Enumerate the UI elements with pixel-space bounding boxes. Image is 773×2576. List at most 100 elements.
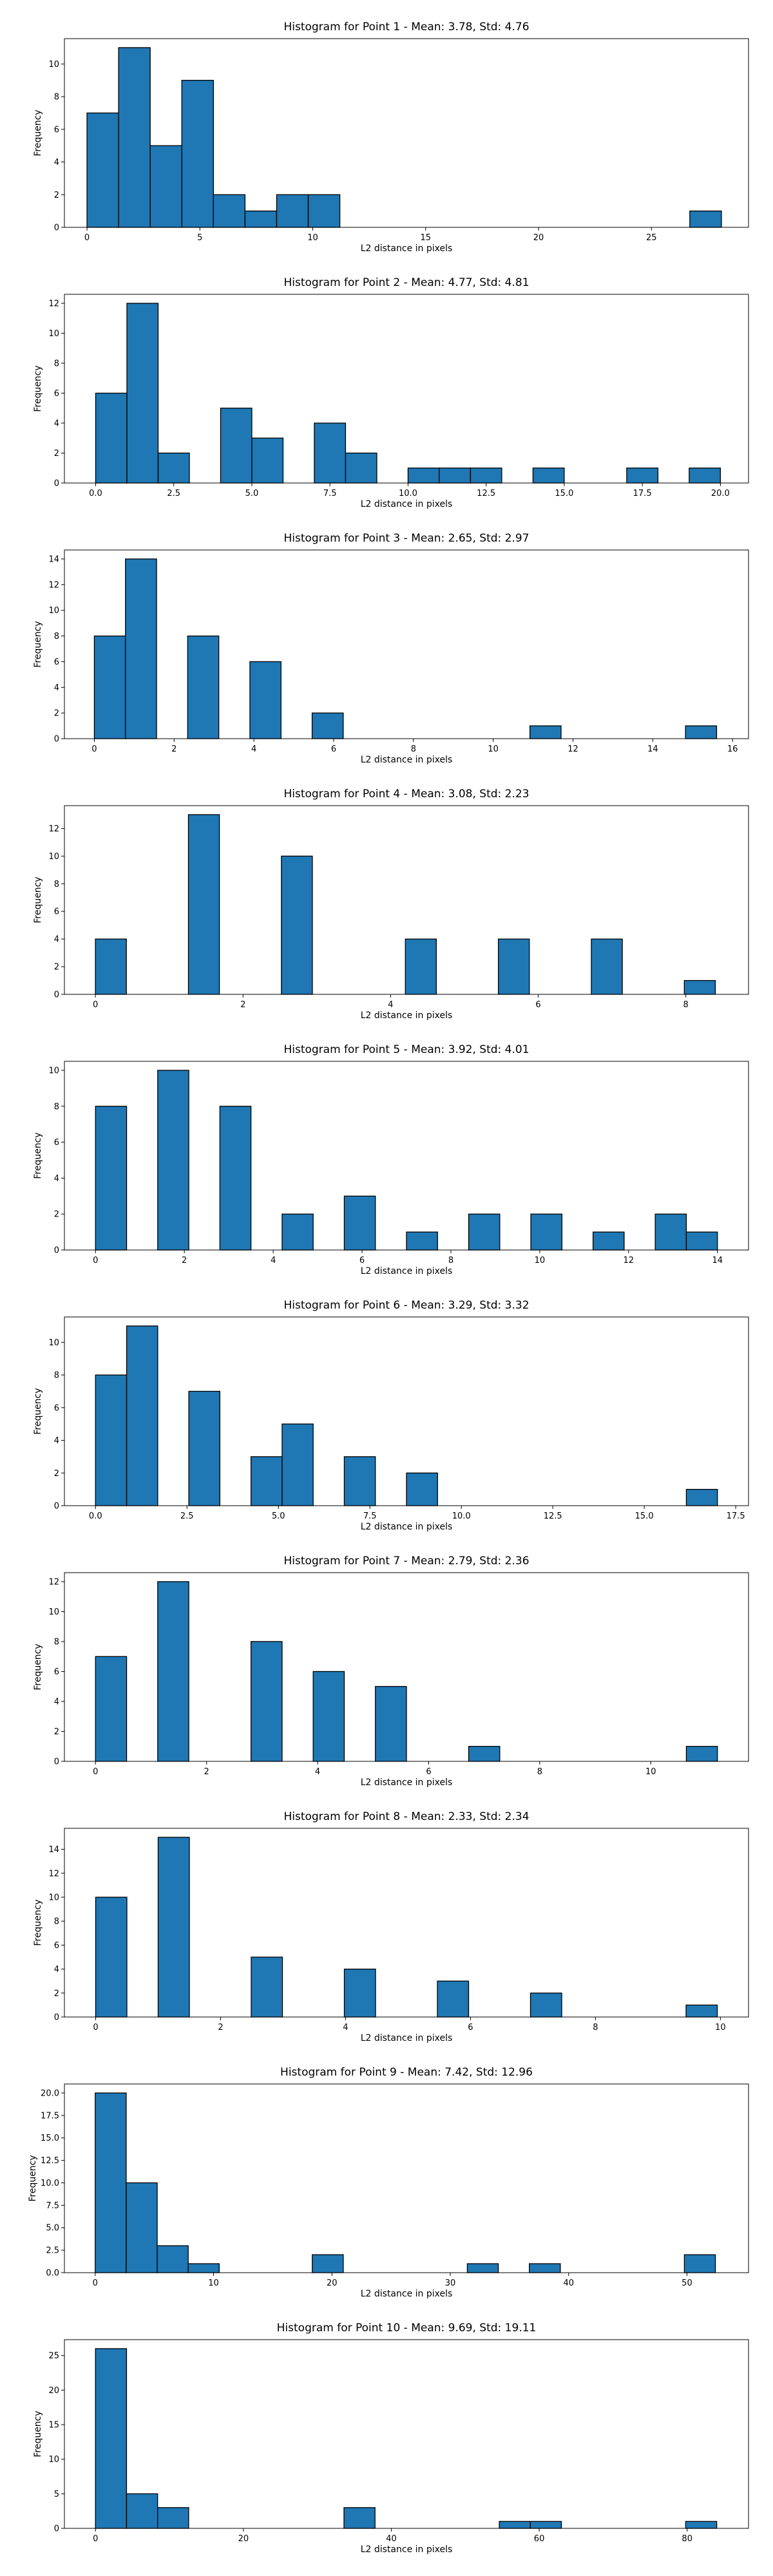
- x-tick-label: 10: [715, 2023, 726, 2032]
- histogram-bar: [157, 2507, 189, 2529]
- x-tick-label: 12.5: [477, 489, 495, 498]
- y-tick-label: 4: [54, 419, 59, 428]
- x-axis-label: L2 distance in pixels: [361, 499, 453, 509]
- histogram-bar: [251, 1956, 283, 2018]
- x-tick-label: 7.5: [323, 489, 337, 498]
- x-tick-label: 8: [411, 744, 416, 754]
- x-axis-label: L2 distance in pixels: [361, 1522, 453, 1532]
- axes-frame: [64, 2339, 749, 2529]
- histogram-bar: [407, 468, 440, 484]
- histogram-bar: [405, 938, 437, 995]
- x-tick-label: 20: [533, 233, 544, 243]
- chart-title: Histogram for Point 2 - Mean: 4.77, Std:…: [283, 276, 529, 289]
- histogram-bar: [626, 468, 659, 484]
- x-tick-label: 10: [535, 1256, 546, 1265]
- histogram-bar: [187, 814, 220, 995]
- y-tick-label: 10: [48, 852, 59, 862]
- histogram-bar: [188, 1390, 221, 1506]
- x-axis-label: L2 distance in pixels: [361, 755, 453, 765]
- histogram-bar: [530, 1993, 562, 2018]
- chart-title: Histogram for Point 10 - Mean: 9.69, Std…: [277, 2322, 537, 2334]
- y-tick-label: 4: [54, 935, 59, 945]
- histogram-bar: [497, 938, 530, 995]
- x-tick-label: 0: [91, 744, 97, 754]
- x-tick-label: 0.0: [89, 489, 102, 498]
- histogram-bar: [530, 1213, 563, 1251]
- histogram-bar: [276, 194, 309, 228]
- histogram-bar: [592, 1231, 625, 1251]
- y-tick-label: 8: [54, 1917, 59, 1927]
- histogram-bar: [312, 1671, 345, 1762]
- histogram-bar: [95, 1106, 128, 1251]
- histogram-bar: [219, 1106, 252, 1251]
- axes-frame: [64, 2083, 749, 2273]
- histogram-panel: Histogram for Point 5 - Mean: 3.92, Std:…: [0, 1023, 773, 1278]
- y-tick-label: 12.5: [41, 2156, 59, 2166]
- histogram-bar: [95, 392, 128, 484]
- y-tick-label: 2: [54, 1469, 59, 1479]
- chart-title: Histogram for Point 4 - Mean: 3.08, Std:…: [283, 788, 529, 800]
- y-tick-label: 2: [54, 191, 59, 200]
- y-axis-label: Frequency: [33, 1643, 43, 1690]
- x-tick-label: 20.0: [711, 489, 730, 498]
- histogram-bar: [311, 712, 344, 739]
- x-tick-label: 17.5: [633, 489, 652, 498]
- x-tick-label: 10: [208, 2278, 219, 2288]
- y-tick-label: 15.0: [41, 2134, 59, 2143]
- y-tick-label: 12: [48, 580, 59, 590]
- y-tick-label: 10: [48, 606, 59, 616]
- y-tick-label: 8: [54, 1102, 59, 1112]
- x-tick-label: 5: [197, 233, 202, 243]
- y-tick-label: 7.5: [46, 2201, 59, 2211]
- chart-title: Histogram for Point 3 - Mean: 2.65, Std:…: [283, 532, 529, 545]
- y-tick-label: 8: [54, 93, 59, 102]
- y-tick-label: 12: [48, 299, 59, 308]
- y-tick-label: 0: [54, 1502, 59, 1511]
- histogram-bar: [95, 2348, 128, 2529]
- axes-frame: [64, 1572, 749, 1762]
- histogram-bar: [282, 1423, 314, 1506]
- histogram-bar: [157, 1837, 190, 2018]
- y-axis-label: Frequency: [33, 109, 43, 156]
- histogram-bar: [282, 1213, 314, 1251]
- x-tick-label: 7.5: [363, 1511, 377, 1521]
- x-tick-label: 6: [359, 1256, 365, 1265]
- histogram-bar: [529, 2263, 561, 2273]
- axes-frame: [64, 549, 749, 739]
- histogram-bar: [343, 1456, 376, 1506]
- x-tick-label: 60: [534, 2534, 545, 2544]
- y-tick-label: 20: [48, 2386, 59, 2396]
- x-tick-label: 50: [682, 2278, 692, 2288]
- histogram-bar: [157, 2245, 189, 2273]
- y-tick-label: 2: [54, 1727, 59, 1737]
- y-tick-label: 0: [54, 223, 59, 233]
- y-axis-label: Frequency: [33, 1132, 43, 1179]
- y-tick-label: 12: [48, 1869, 59, 1879]
- histogram-bar: [95, 1897, 128, 2018]
- histogram-bar: [249, 661, 282, 739]
- histogram-bar: [437, 1980, 470, 2018]
- x-tick-label: 40: [386, 2534, 397, 2544]
- histogram-chart: Histogram for Point 5 - Mean: 3.92, Std:…: [33, 1043, 749, 1276]
- x-tick-label: 10: [488, 744, 499, 754]
- y-tick-label: 10: [48, 2455, 59, 2465]
- x-axis-label: L2 distance in pixels: [361, 2544, 453, 2555]
- x-axis-label: L2 distance in pixels: [361, 1777, 453, 1788]
- x-tick-label: 80: [682, 2534, 692, 2544]
- x-tick-label: 15.0: [555, 489, 573, 498]
- histogram-bar: [126, 2182, 158, 2273]
- x-tick-label: 6: [535, 1000, 540, 1010]
- histogram-panel: Histogram for Point 6 - Mean: 3.29, Std:…: [0, 1278, 773, 1533]
- y-tick-label: 10: [48, 1893, 59, 1902]
- y-tick-label: 6: [54, 907, 59, 917]
- histogram-bar: [689, 468, 721, 484]
- y-tick-label: 6: [54, 389, 59, 399]
- y-tick-label: 14: [48, 554, 59, 564]
- histogram-bar: [591, 938, 623, 995]
- x-tick-label: 15: [421, 233, 432, 243]
- histogram-bar: [343, 1195, 376, 1251]
- y-tick-label: 12: [48, 824, 59, 834]
- x-tick-label: 14: [712, 1256, 723, 1265]
- x-tick-label: 0: [93, 2278, 98, 2288]
- x-axis-label: L2 distance in pixels: [361, 1266, 453, 1276]
